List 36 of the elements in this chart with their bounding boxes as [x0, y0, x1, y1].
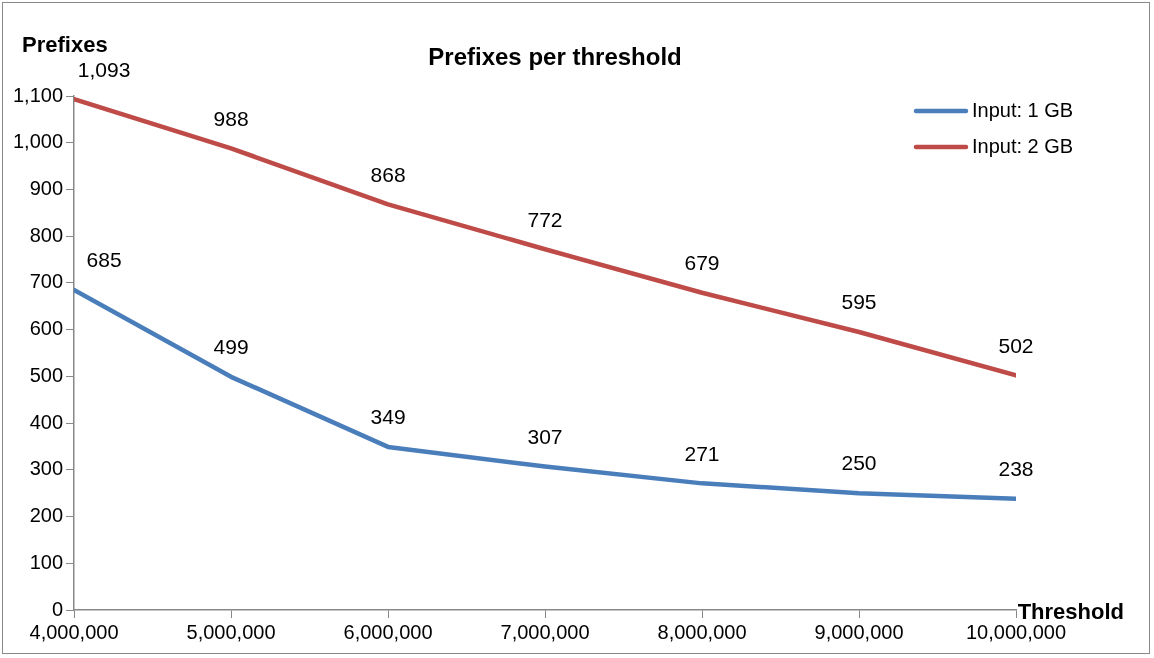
- y-tick-label: 0: [51, 597, 64, 620]
- data-label: 499: [213, 335, 249, 359]
- data-label: 349: [370, 405, 406, 429]
- x-tick-label: 9,000,000: [814, 620, 904, 643]
- y-tick-label: 1,100: [12, 83, 64, 106]
- data-label: 988: [213, 106, 249, 130]
- y-axis-title: Prefixes: [22, 32, 108, 58]
- data-label: 271: [684, 441, 720, 465]
- y-tick-label: 200: [29, 504, 64, 527]
- data-label: 772: [527, 207, 563, 231]
- data-label: 868: [370, 162, 406, 186]
- y-tick-label: 400: [29, 410, 64, 433]
- x-tick-label: 6,000,000: [343, 620, 433, 643]
- y-tick-label: 800: [29, 223, 64, 246]
- y-tick-label: 700: [29, 270, 64, 293]
- chart-title: Prefixes per threshold: [428, 42, 682, 70]
- y-tick-label: 100: [29, 550, 64, 573]
- data-label: 238: [998, 457, 1034, 481]
- y-tick-label: 600: [29, 317, 64, 340]
- legend-label: Input: 2 GB: [972, 134, 1074, 157]
- data-label: 502: [998, 333, 1034, 357]
- x-tick-label: 8,000,000: [657, 620, 747, 643]
- data-label: 307: [527, 424, 563, 448]
- x-tick-label: 5,000,000: [186, 620, 276, 643]
- x-tick-label: 4,000,000: [29, 620, 119, 643]
- data-label: 685: [86, 248, 122, 272]
- data-label: 1,093: [77, 57, 131, 81]
- data-label: 250: [841, 451, 877, 475]
- y-tick-label: 900: [29, 176, 64, 199]
- legend-label: Input: 1 GB: [972, 98, 1074, 121]
- y-tick-label: 1,000: [12, 130, 64, 153]
- data-label: 595: [841, 290, 877, 314]
- x-tick-label: 7,000,000: [500, 620, 590, 643]
- y-tick-label: 300: [29, 457, 64, 480]
- y-tick-label: 500: [29, 363, 64, 386]
- data-label: 679: [684, 251, 720, 275]
